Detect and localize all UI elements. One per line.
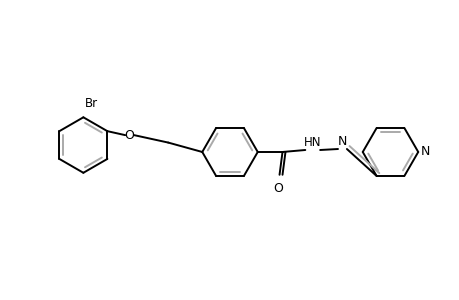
Text: HN: HN [303,136,320,149]
Text: O: O [273,182,283,195]
Text: Br: Br [85,98,98,110]
Text: N: N [420,146,430,158]
Text: O: O [124,129,134,142]
Text: N: N [336,135,346,148]
